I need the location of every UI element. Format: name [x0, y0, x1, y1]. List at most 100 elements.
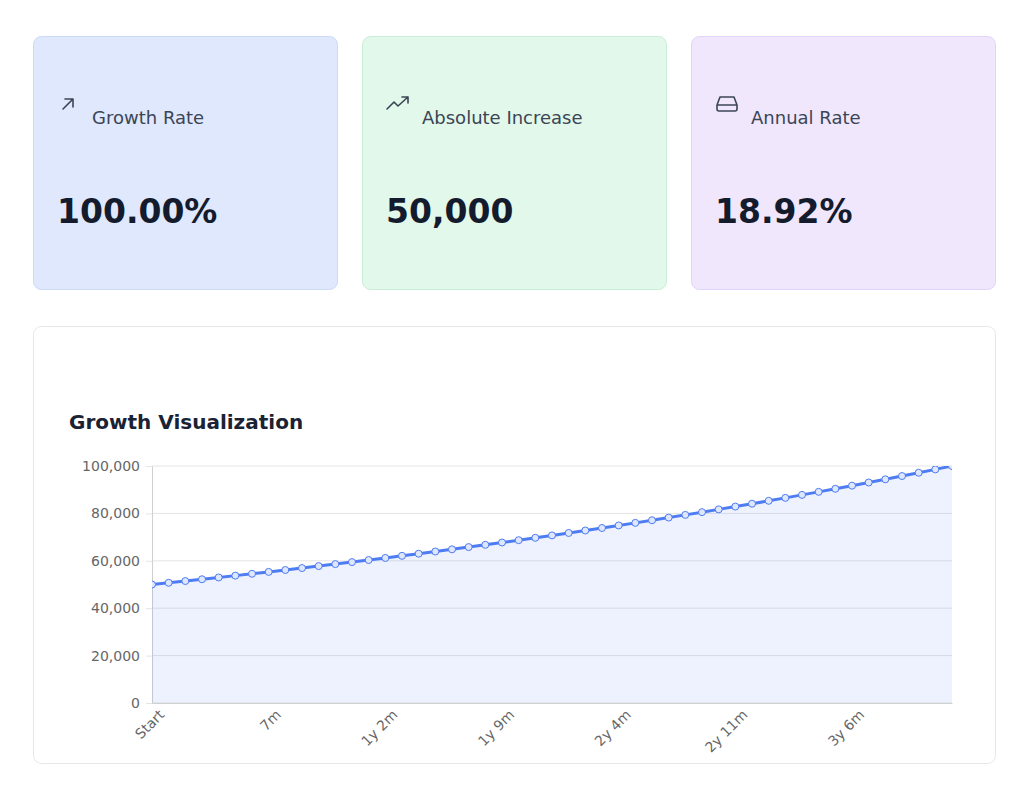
data-point	[349, 559, 356, 566]
data-point	[582, 527, 589, 534]
tick-mark	[146, 608, 152, 609]
data-point	[649, 517, 656, 524]
data-point	[449, 546, 456, 553]
data-point	[899, 473, 906, 480]
tick: 100,000	[82, 458, 152, 474]
data-point	[565, 529, 572, 536]
data-point	[415, 550, 422, 557]
data-point	[665, 514, 672, 521]
tick: 0	[131, 695, 152, 711]
card-background	[363, 37, 667, 290]
data-point	[182, 578, 189, 585]
data-point	[949, 466, 953, 470]
tick-label: 7m	[257, 706, 284, 733]
data-point	[749, 500, 756, 507]
tick: 7m	[257, 703, 284, 734]
data-point	[482, 541, 489, 548]
data-point	[782, 494, 789, 501]
tick-label: 80,000	[91, 505, 140, 521]
data-point	[549, 532, 556, 539]
data-point	[932, 466, 939, 473]
data-point	[615, 522, 622, 529]
tick-mark	[146, 466, 152, 467]
tick: Start	[132, 703, 168, 742]
data-point	[199, 576, 206, 583]
tick-label: 20,000	[91, 648, 140, 664]
tick: 40,000	[91, 600, 152, 616]
axis-line	[146, 467, 153, 704]
data-point	[382, 554, 389, 561]
data-point	[249, 570, 256, 577]
data-point	[715, 506, 722, 513]
card-value: 50,000	[386, 192, 513, 231]
tick: 80,000	[91, 505, 152, 521]
plot-area	[152, 466, 952, 703]
tick: 3y 6m	[825, 703, 868, 749]
data-point	[152, 581, 156, 588]
tick-mark	[146, 561, 152, 562]
stat-card: Annual Rate 18.92%	[692, 37, 996, 290]
data-point	[882, 476, 889, 483]
card-label: Growth Rate	[92, 107, 204, 128]
data-point	[815, 488, 822, 495]
data-point	[499, 539, 506, 546]
page: Growth Rate 100.00% Absolute Increase 50,00…	[0, 0, 1024, 791]
tick-label: 40,000	[91, 600, 140, 616]
tick: 1y 9m	[475, 703, 518, 749]
chart-title: Growth Visualization	[69, 410, 303, 434]
data-point	[765, 497, 772, 504]
data-point	[699, 509, 706, 516]
data-point	[849, 482, 856, 489]
tick-label: 3y 6m	[825, 706, 868, 749]
data-point	[282, 566, 289, 573]
data-point	[165, 579, 172, 586]
data-point	[532, 534, 539, 541]
chart-card	[34, 327, 996, 764]
x-axis: Start 7m 1y 2m 1y 9m 2y 4m 2y 11m 3y 6m	[132, 703, 953, 755]
stat-card: Absolute Increase 50,000	[363, 37, 667, 290]
card-label: Annual Rate	[751, 107, 861, 128]
tick-mark	[146, 656, 152, 657]
card-icon	[63, 99, 73, 109]
grid-line	[152, 466, 952, 467]
data-point	[299, 565, 306, 572]
tick-label: 2y 11m	[702, 706, 751, 755]
axis-line	[153, 703, 953, 704]
tick-label: 2y 4m	[591, 706, 634, 749]
card-background	[692, 37, 996, 290]
data-point	[215, 574, 222, 581]
card-label: Absolute Increase	[422, 107, 583, 128]
tick-label: 0	[131, 695, 140, 711]
tick-mark	[146, 513, 152, 514]
tick-label: 1y 2m	[358, 706, 401, 749]
card-icon	[387, 97, 408, 109]
data-point	[799, 491, 806, 498]
grid	[152, 466, 952, 703]
data-point	[465, 544, 472, 551]
data-point	[632, 519, 639, 526]
series-line	[152, 466, 952, 585]
data-point	[732, 503, 739, 510]
data-point	[682, 511, 689, 518]
data-point	[332, 561, 339, 568]
tick-label: 1y 9m	[475, 706, 518, 749]
data-point	[865, 479, 872, 486]
data-point	[832, 485, 839, 492]
card-value: 18.92%	[715, 192, 852, 231]
card-icon	[717, 97, 737, 111]
data-point	[599, 524, 606, 531]
y-axis: 0 20,000 40,000 60,000 80,000 100,000	[82, 458, 152, 711]
card-value: 100.00%	[57, 192, 217, 231]
tick-label: 60,000	[91, 553, 140, 569]
data-point	[265, 568, 272, 575]
data-point	[315, 563, 322, 570]
data-point	[399, 552, 406, 559]
tick-mark	[146, 703, 152, 704]
data-point	[232, 572, 239, 579]
tick-label: 100,000	[82, 458, 140, 474]
tick-label: Start	[132, 706, 168, 742]
data-point	[915, 469, 922, 476]
data-point	[515, 537, 522, 544]
tick: 2y 4m	[591, 703, 634, 749]
tick: 1y 2m	[358, 703, 401, 749]
